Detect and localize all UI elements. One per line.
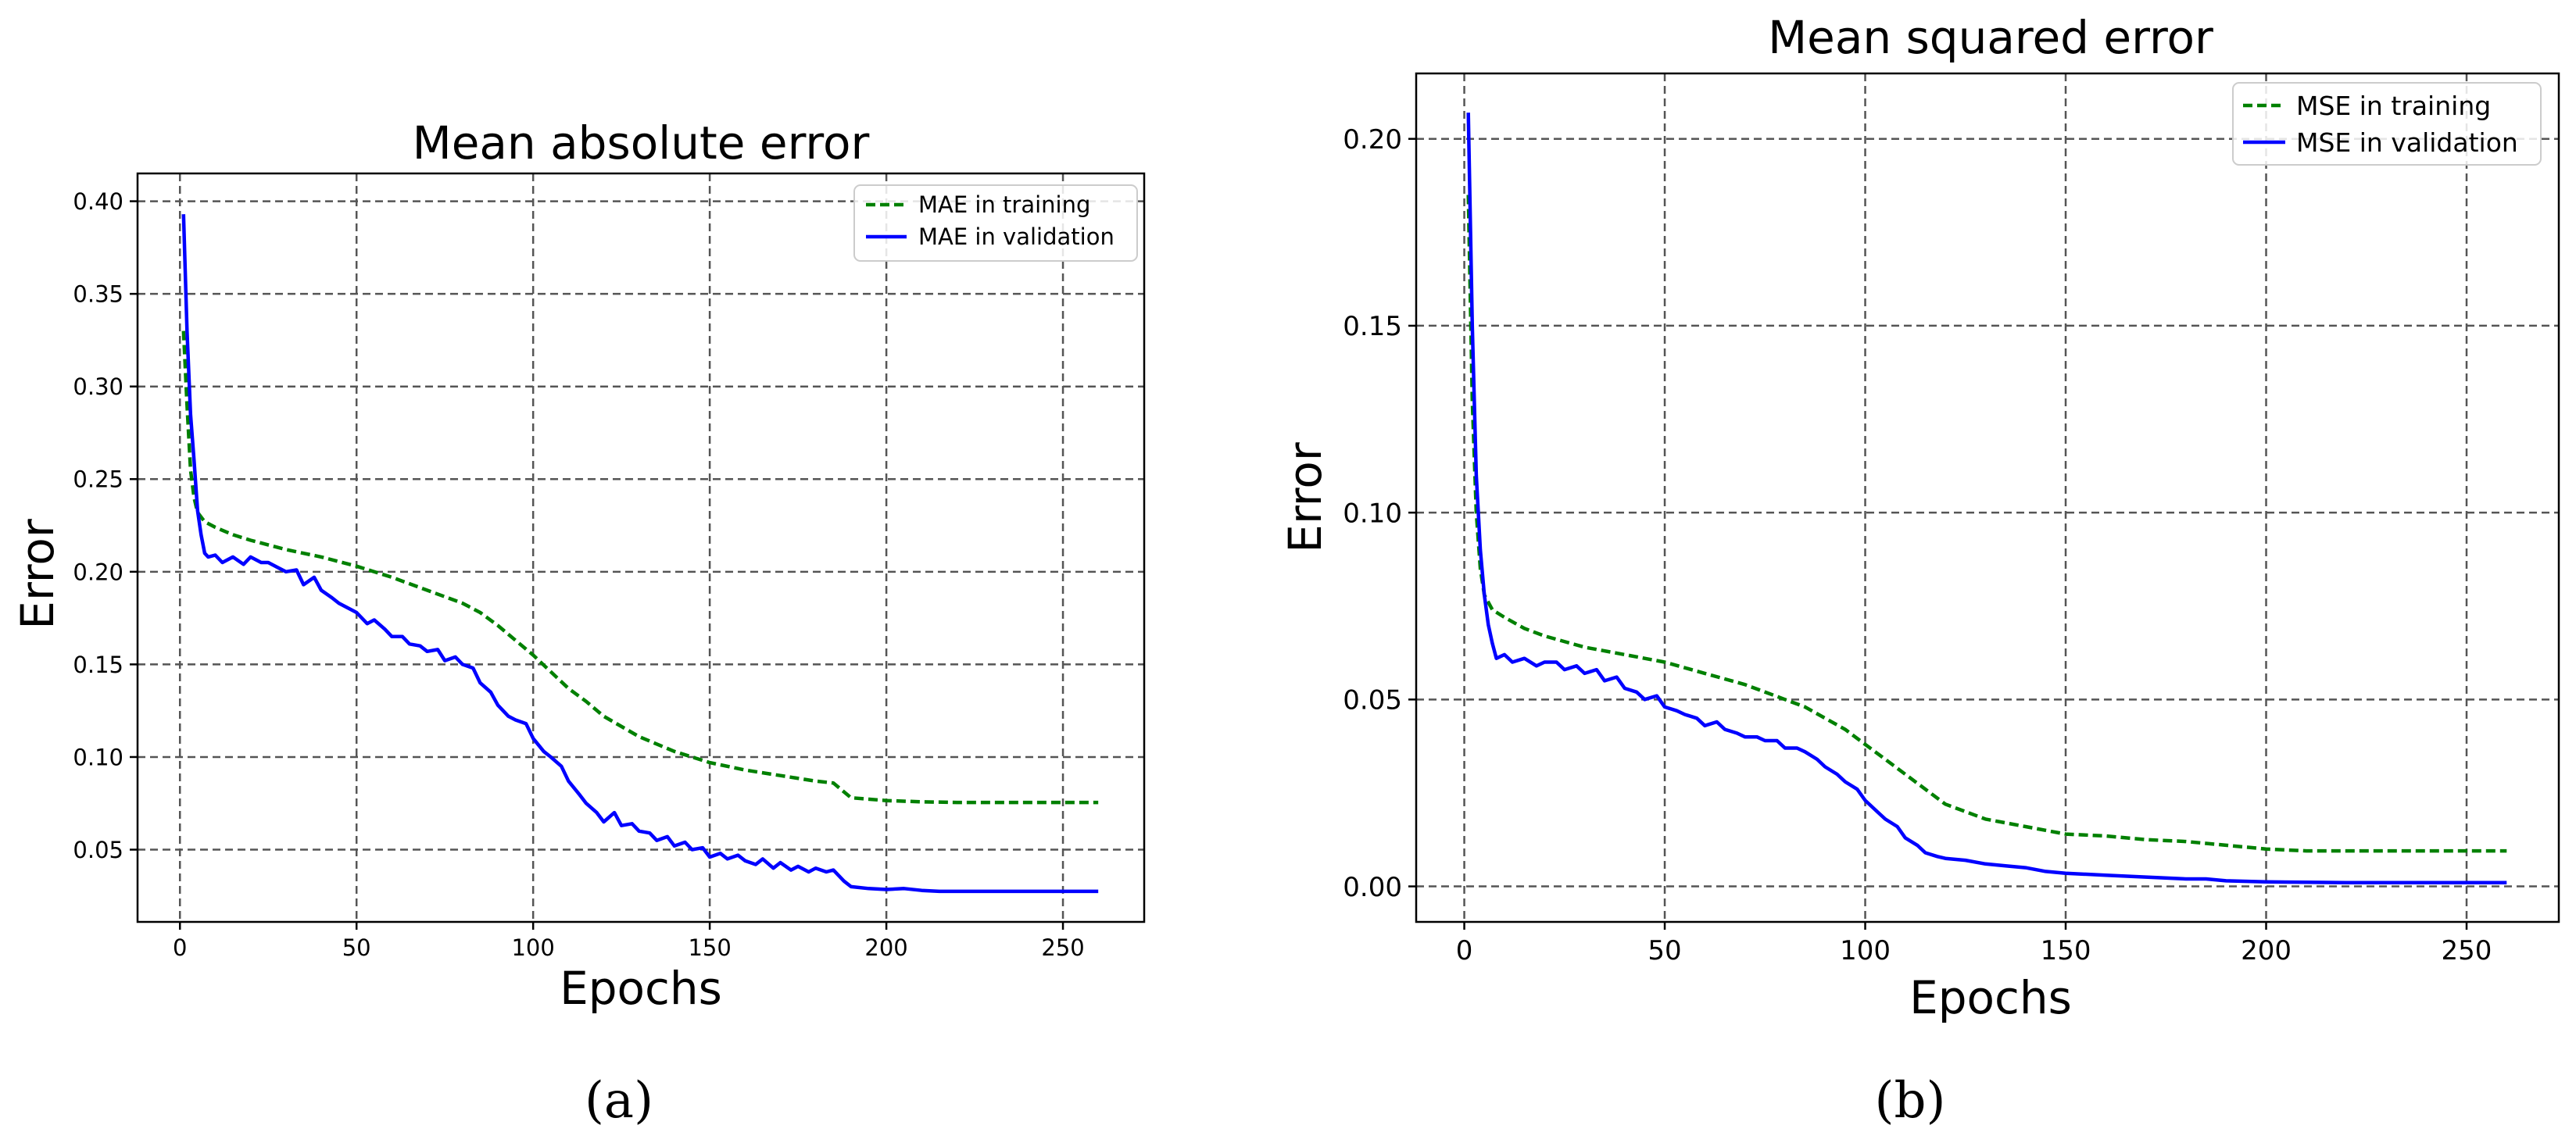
y-tick-label: 0.05 [1343, 685, 1402, 716]
chart-mae-xlabel: Epochs [560, 962, 722, 1015]
y-tick-label: 0.40 [73, 188, 123, 215]
legend-training-label: MAE in training [918, 191, 1090, 218]
chart-mse-title: Mean squared error [1768, 11, 2213, 64]
x-tick-label: 50 [1648, 935, 1681, 966]
legend-box [2232, 82, 2542, 166]
chart-mae-frame [136, 172, 1146, 923]
x-tick-label: 200 [2241, 935, 2292, 966]
chart-mae-lines [181, 214, 1099, 894]
subfigure-label-a: (a) [585, 1072, 653, 1130]
series-line-training [181, 330, 1099, 805]
x-tick-label: 50 [342, 934, 371, 961]
chart-mse: 0 50 100 150 200 250 0.00 0.05 0.10 0.15 0.20 Mean… [1279, 11, 2560, 1130]
legend-training-label: MSE in training [2296, 91, 2491, 121]
y-tick-label: 0.00 [1343, 872, 1402, 903]
x-tick-label: 150 [2041, 935, 2091, 966]
chart-mae-legend: MAE in training MAE in validation [853, 184, 1138, 262]
x-tick-label: 0 [1456, 935, 1473, 966]
y-tick-label: 0.15 [1343, 311, 1402, 342]
x-tick-label: 100 [511, 934, 554, 961]
y-tick-label: 0.25 [73, 466, 123, 493]
x-tick-label: 100 [1840, 935, 1891, 966]
chart-mae-grid [138, 173, 1144, 922]
series-line-validation [1466, 113, 2507, 885]
x-tick-label: 0 [173, 934, 187, 961]
subfigure-label-b: (b) [1875, 1072, 1946, 1130]
x-tick-label: 250 [2442, 935, 2492, 966]
x-tick-label: 200 [864, 934, 907, 961]
chart-mse-xlabel: Epochs [1909, 971, 2072, 1024]
y-tick-label: 0.05 [73, 837, 123, 863]
chart-mae: 0 50 100 150 200 250 0.05 0.10 0.15 0.20 0.25 0.30 0… [11, 116, 1146, 1130]
legend-validation-label: MSE in validation [2296, 127, 2518, 158]
legend-validation-label: MAE in validation [918, 223, 1114, 250]
chart-mse-grid [1416, 73, 2559, 922]
chart-mae-ylabel: Error [11, 519, 64, 630]
y-tick-label: 0.10 [73, 744, 123, 770]
series-line-validation [181, 214, 1099, 894]
y-tick-label: 0.30 [73, 373, 123, 400]
chart-mse-ylabel: Error [1279, 442, 1332, 553]
legend-box [853, 184, 1138, 262]
y-tick-label: 0.10 [1343, 498, 1402, 529]
y-tick-label: 0.15 [73, 652, 123, 678]
x-tick-label: 150 [688, 934, 731, 961]
y-tick-label: 0.35 [73, 281, 123, 308]
chart-mse-ticks: 0 50 100 150 200 250 0.00 0.05 0.10 0.15 0.20 [1343, 124, 2492, 966]
y-tick-label: 0.20 [73, 559, 123, 585]
chart-mse-legend: MSE in training MSE in validation [2232, 82, 2542, 166]
chart-mse-lines [1466, 113, 2507, 885]
series-line-training [1466, 195, 2507, 853]
chart-mae-ticks: 0 50 100 150 200 250 0.05 0.10 0.15 0.20 0.25 0.30 0… [73, 188, 1084, 961]
chart-mse-frame [1415, 72, 2560, 923]
chart-mae-title: Mean absolute error [413, 116, 870, 170]
x-tick-label: 250 [1041, 934, 1084, 961]
y-tick-label: 0.20 [1343, 124, 1402, 155]
